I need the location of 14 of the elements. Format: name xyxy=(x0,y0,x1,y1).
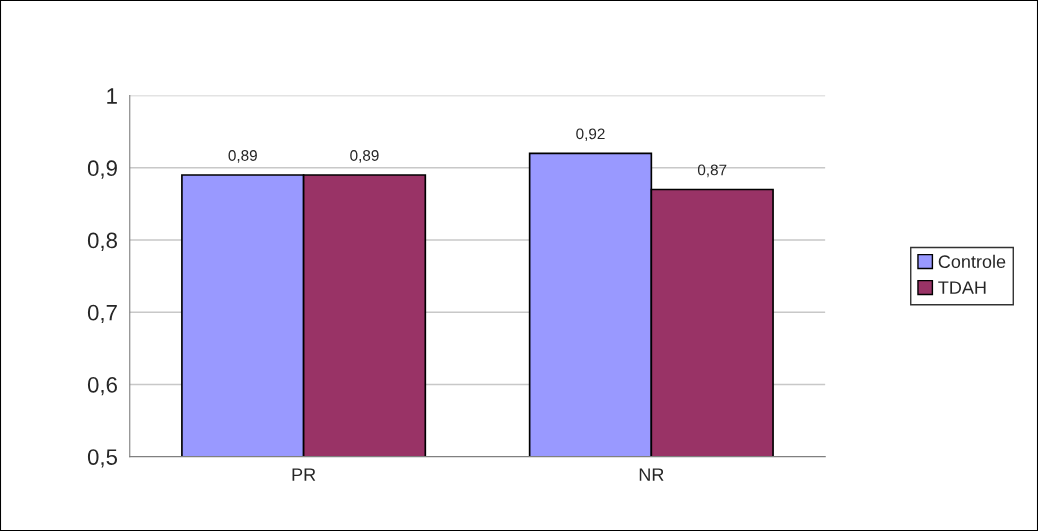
x-tick-label: NR xyxy=(639,468,664,481)
data-label: 0,92 xyxy=(576,128,605,142)
y-tick-label: 0,8 xyxy=(87,232,117,251)
y-tick-label: 0,9 xyxy=(87,160,117,179)
legend-label: TDAH xyxy=(938,281,986,294)
x-tick-label: PR xyxy=(292,468,316,481)
data-label: 0,87 xyxy=(697,164,727,178)
legend-label: Controle xyxy=(938,254,1006,269)
data-label: 0,89 xyxy=(350,150,379,163)
data-label: 0,89 xyxy=(228,150,257,163)
y-tick-label: 0,6 xyxy=(87,376,117,396)
y-tick-label: 1 xyxy=(107,88,117,104)
y-tick-label: 0,5 xyxy=(87,449,118,468)
y-tick-label: 0,7 xyxy=(87,304,117,324)
